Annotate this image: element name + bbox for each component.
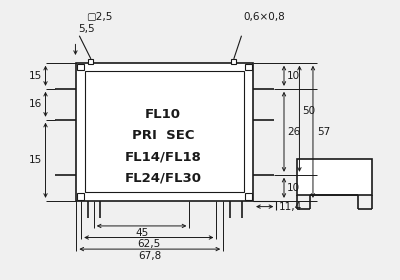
Text: FL10: FL10: [145, 108, 181, 121]
Text: 62,5: 62,5: [137, 239, 160, 249]
Bar: [296, 159, 372, 195]
Text: 15: 15: [28, 71, 42, 81]
Text: 11,4: 11,4: [279, 202, 302, 212]
Text: FL24/FL30: FL24/FL30: [124, 172, 201, 185]
Text: 15: 15: [28, 155, 42, 165]
Text: 26: 26: [287, 127, 300, 137]
Text: 10: 10: [287, 183, 300, 193]
Text: 67,8: 67,8: [138, 251, 162, 261]
Text: FL14/FL18: FL14/FL18: [124, 150, 201, 164]
Bar: [231, 59, 236, 64]
Bar: [245, 193, 252, 200]
Text: ▢2,5: ▢2,5: [86, 12, 112, 22]
Bar: [85, 71, 244, 192]
Text: 0,6×0,8: 0,6×0,8: [244, 12, 285, 22]
Text: PRI  SEC: PRI SEC: [132, 129, 194, 142]
Text: 16: 16: [28, 99, 42, 109]
Text: 50: 50: [302, 106, 316, 116]
Text: 45: 45: [135, 228, 148, 238]
Bar: [88, 59, 93, 64]
Bar: [245, 64, 252, 71]
Bar: [76, 63, 253, 201]
Text: 57: 57: [317, 127, 330, 137]
Bar: [77, 64, 84, 71]
Bar: [77, 193, 84, 200]
Text: 5,5: 5,5: [78, 24, 95, 34]
Text: 10: 10: [287, 71, 300, 81]
